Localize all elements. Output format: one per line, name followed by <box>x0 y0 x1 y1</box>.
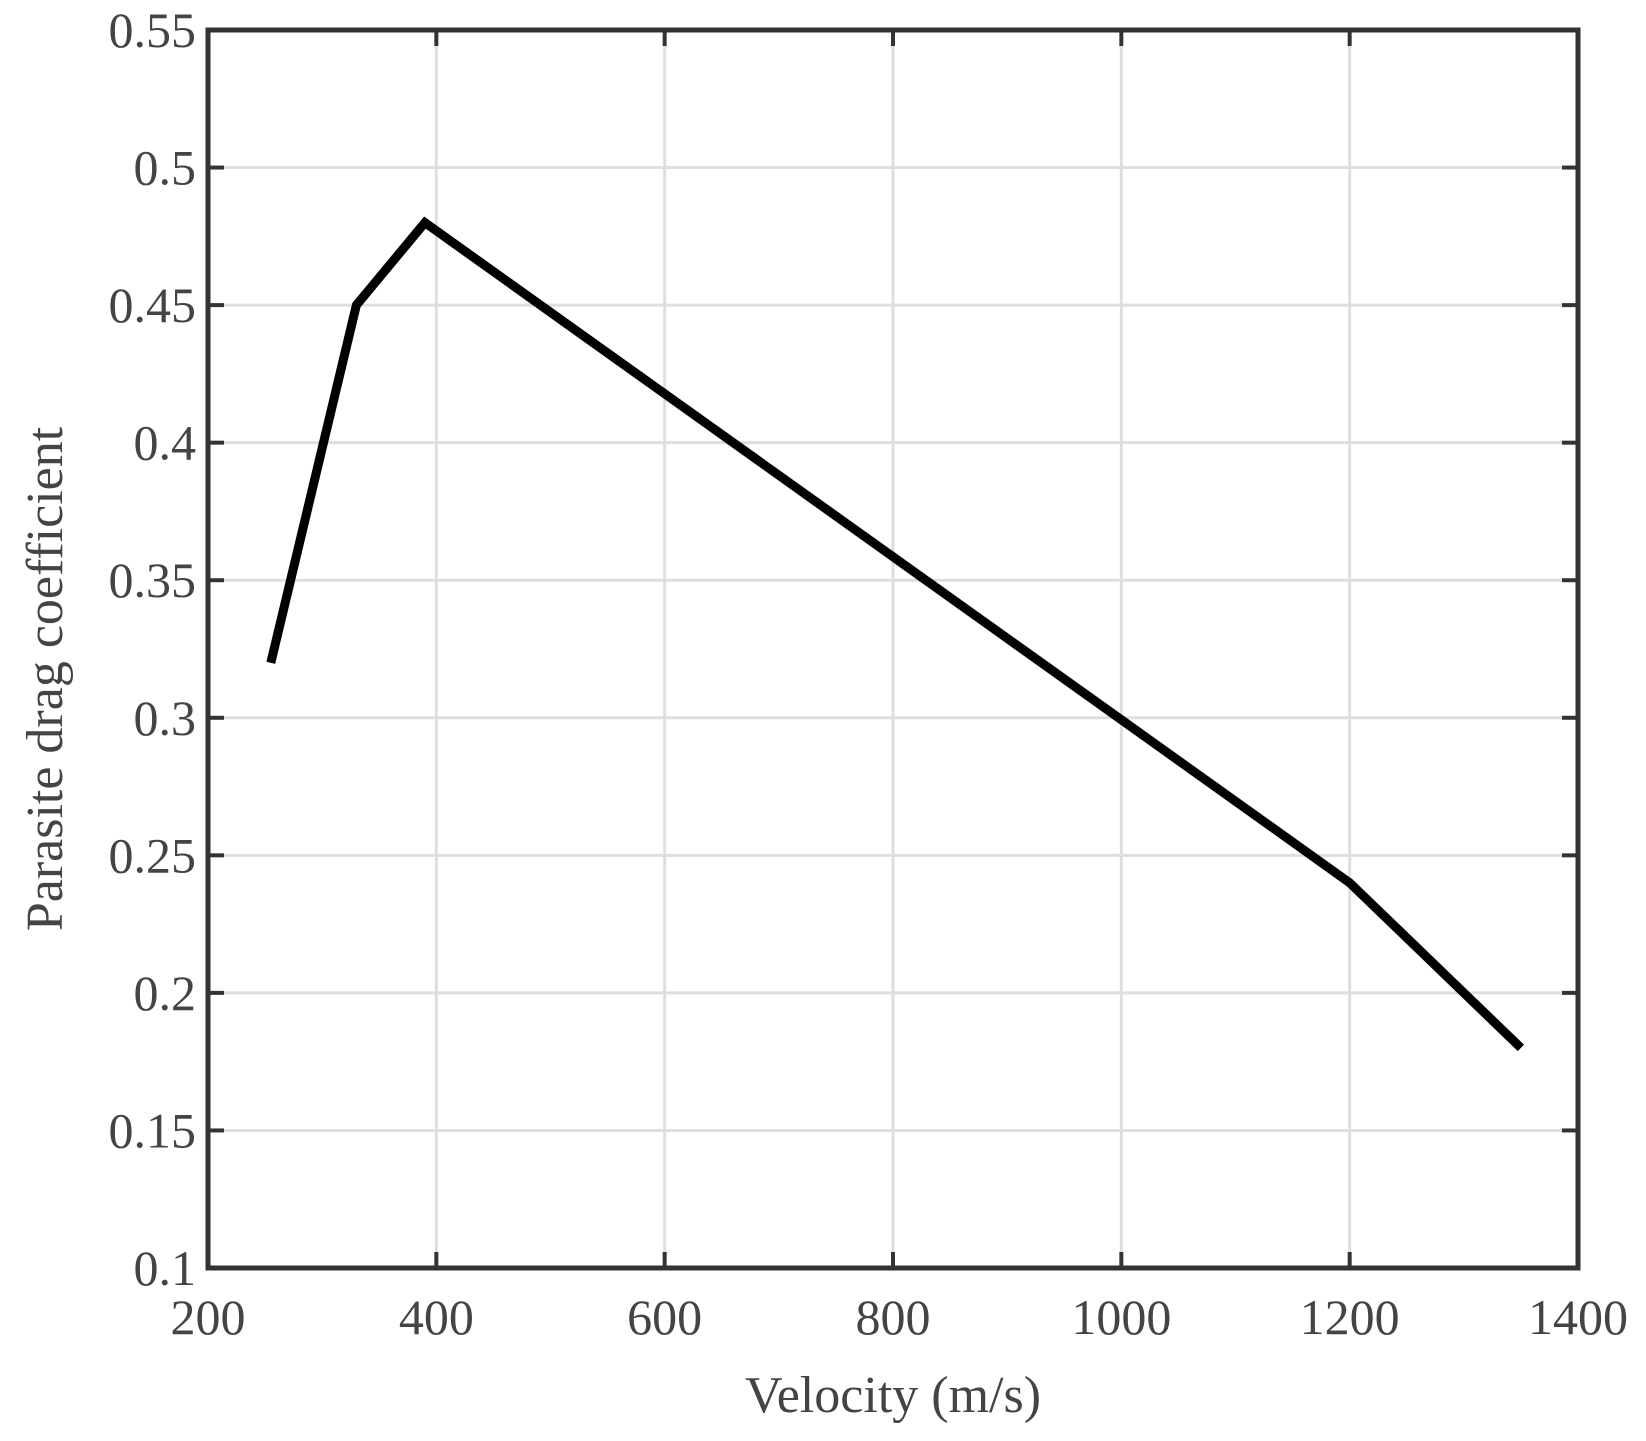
x-tick-label: 1400 <box>1528 1289 1628 1345</box>
y-tick-label: 0.4 <box>134 415 197 471</box>
tick-labels: 200 400 600 800 1000 1200 1400 0.1 0.15 0.2 0.25 0.… <box>109 2 1629 1345</box>
x-axis-title: Velocity (m/s) <box>745 1367 1041 1424</box>
series <box>266 216 1525 1052</box>
y-axis-title: Parasite drag coefficient <box>17 426 74 931</box>
y-tick-label: 0.45 <box>109 277 197 333</box>
x-tick-label: 600 <box>627 1289 702 1345</box>
x-tick-label: 400 <box>399 1289 474 1345</box>
x-tick-label: 1000 <box>1071 1289 1171 1345</box>
y-tick-label: 0.1 <box>134 1240 197 1296</box>
y-tick-label: 0.5 <box>134 140 197 196</box>
x-tick-label: 800 <box>856 1289 931 1345</box>
plot-frame <box>205 27 1581 1271</box>
series-line <box>266 216 1525 1052</box>
x-tick-label: 1200 <box>1300 1289 1400 1345</box>
x-tick-label: 200 <box>171 1289 246 1345</box>
y-tick-label: 0.15 <box>109 1102 197 1158</box>
y-tick-label: 0.35 <box>109 552 197 608</box>
y-tick-label: 0.3 <box>134 690 197 746</box>
y-tick-label: 0.25 <box>109 827 197 883</box>
y-tick-label: 0.2 <box>134 965 197 1021</box>
y-tick-label: 0.55 <box>109 2 197 58</box>
